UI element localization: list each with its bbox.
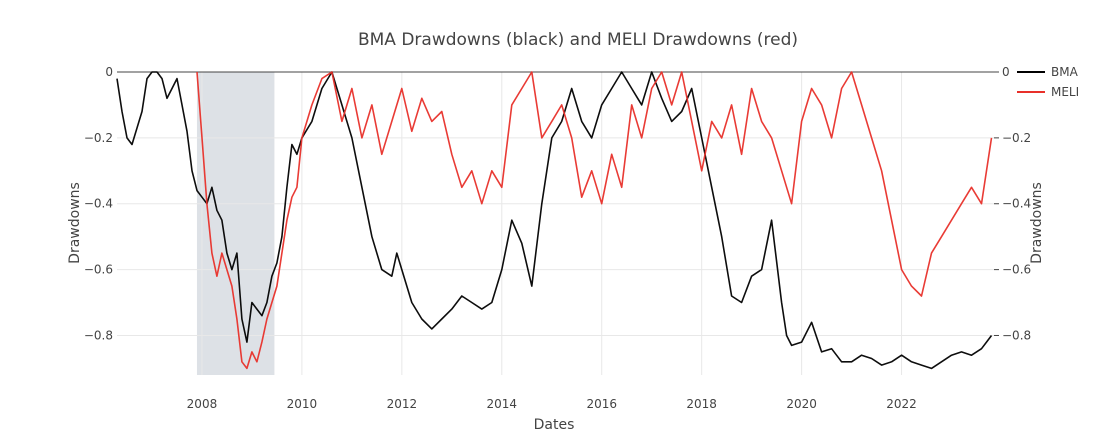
x-tick-label: 2010 [287,397,318,411]
x-axis-title: Dates [534,417,575,433]
x-tick-label: 2016 [586,397,617,411]
y2-tick-label: −0.4 [1002,197,1031,211]
y-tick-label: −0.8 [84,328,113,342]
grid-layer [117,71,994,375]
chart-title: BMA Drawdowns (black) and MELI Drawdowns… [358,30,798,50]
x-axis-ticks: 2008 2010 2012 2014 2016 2018 2020 2022 [187,397,917,411]
x-tick-label: 2018 [686,397,717,411]
y2-tick-label: 0 [1002,65,1010,79]
shaded-region [196,72,275,375]
y2-tick-label: −0.6 [1002,263,1031,277]
y2-tick-label: −0.8 [1002,328,1031,342]
y-tick-label: −0.2 [84,131,113,145]
x-tick-label: 2020 [786,397,817,411]
shaded-region-layer [196,72,275,375]
y2-axis-title: Drawdowns [1029,182,1045,264]
y2-axis-ticks: 0 −0.2 −0.4 −0.6 −0.8 [994,65,1031,342]
y2-tick-label: −0.2 [1002,131,1031,145]
legend: BMA MELI [1017,65,1079,99]
y-axis-title: Drawdowns [67,182,83,264]
y-tick-label: 0 [105,65,113,79]
y-tick-label: −0.4 [84,197,113,211]
series-layer [116,71,993,370]
legend-label-meli: MELI [1051,85,1079,99]
x-tick-label: 2012 [387,397,418,411]
series-line-bma [116,71,993,370]
x-tick-label: 2022 [886,397,917,411]
x-tick-label: 2008 [187,397,218,411]
series-line-meli [196,71,993,370]
legend-label-bma: BMA [1051,65,1079,79]
plot-area [116,71,994,375]
y-tick-label: −0.6 [84,263,113,277]
x-tick-label: 2014 [487,397,518,411]
y-axis-ticks: 0 −0.2 −0.4 −0.6 −0.8 [84,65,113,342]
